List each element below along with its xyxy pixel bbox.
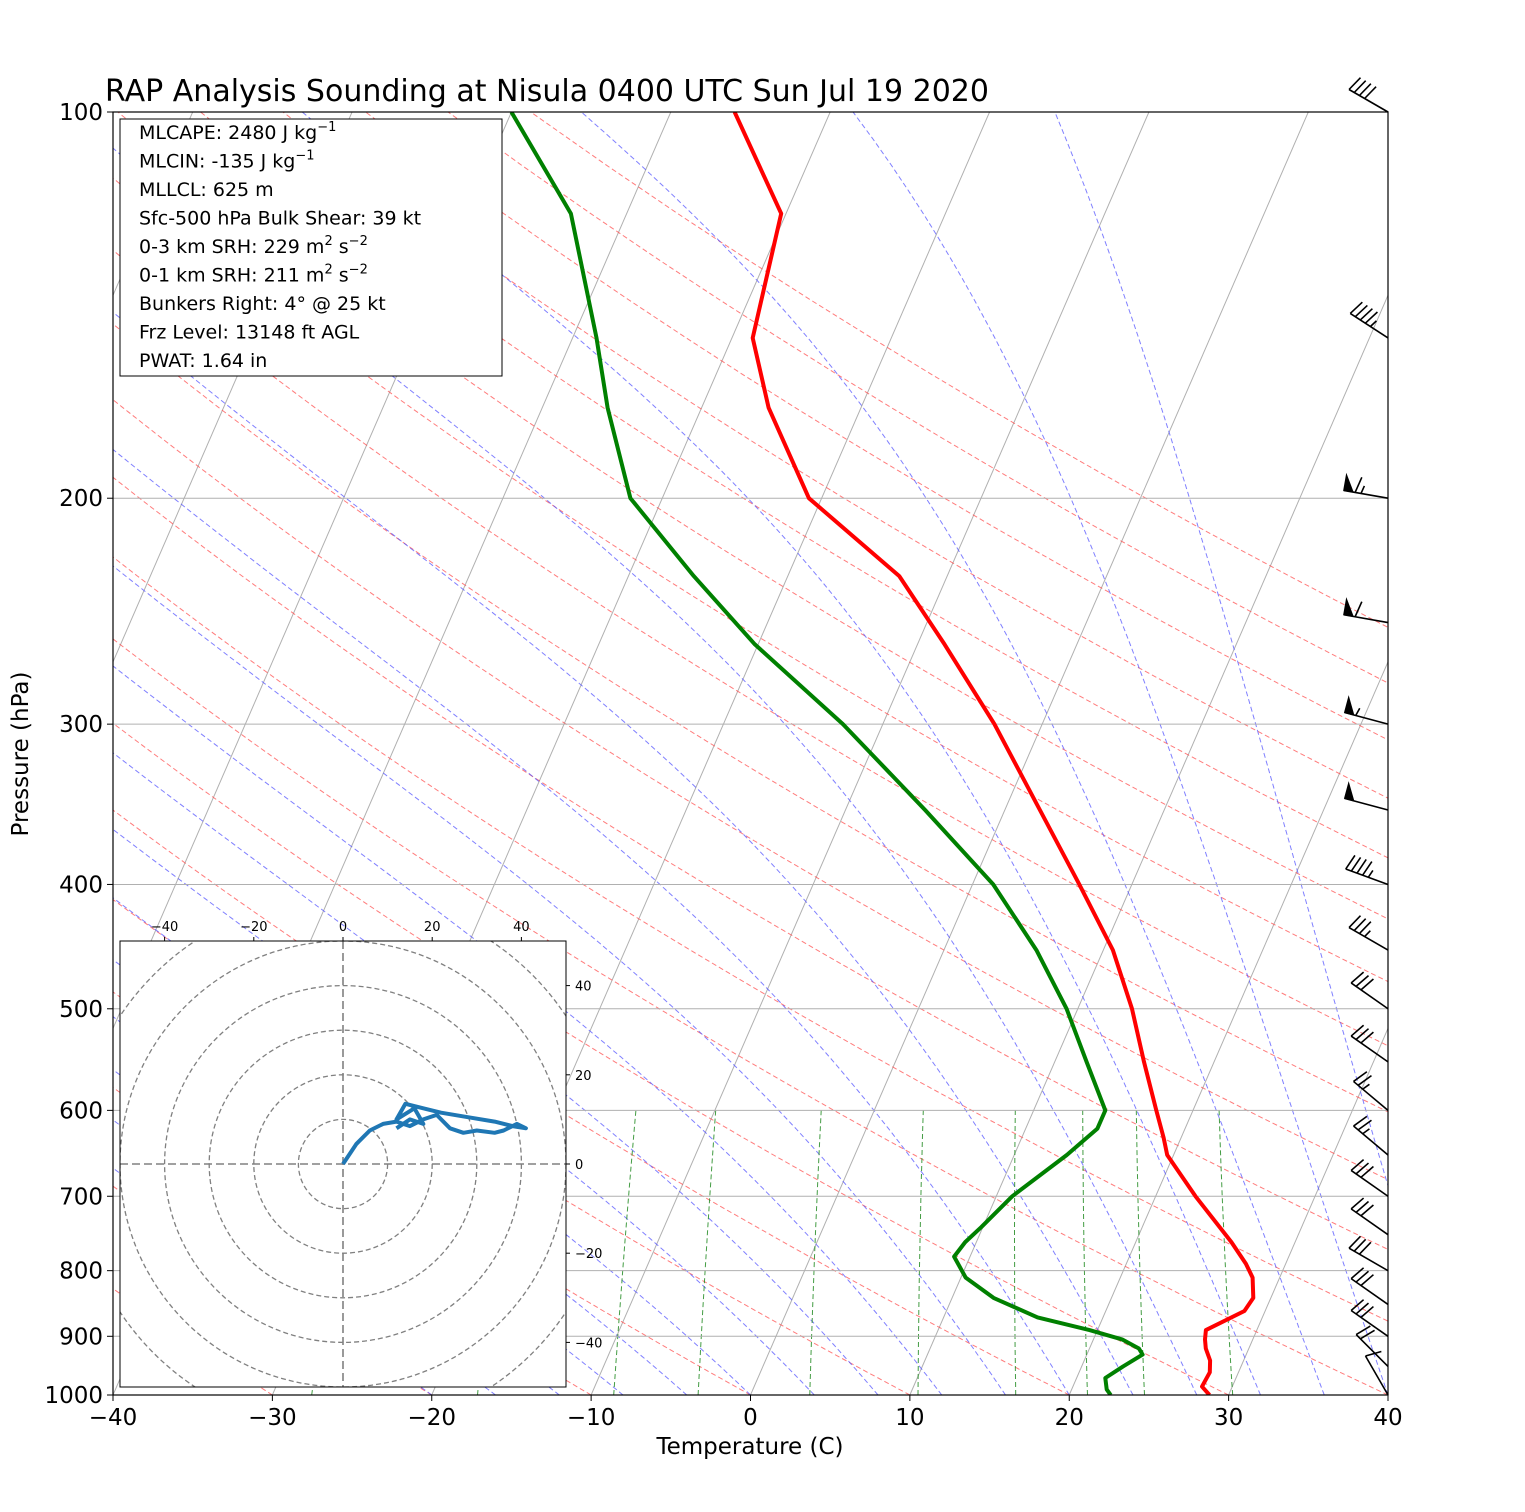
hodograph-y-tick-label: −20 (575, 1247, 602, 1262)
info-box-line: 0-1 km SRH: 211 m2 s−2 (139, 263, 368, 287)
info-box-line: 0-3 km SRH: 229 m2 s−2 (139, 234, 368, 258)
wind-barb (1351, 972, 1388, 1009)
wind-barb (1344, 475, 1388, 499)
wind-barb (1349, 78, 1388, 112)
hodograph-y-tick-label: 40 (575, 980, 592, 995)
wind-barb (1354, 1116, 1388, 1155)
dry-adiabat-line (531, 112, 1525, 1395)
hodograph-y-tick-label: 0 (575, 1158, 583, 1173)
x-tick-label: −20 (407, 1405, 456, 1431)
hodograph-x-tick-label: 20 (424, 920, 441, 935)
y-tick-label: 1000 (44, 1383, 103, 1409)
hodograph-x-tick-label: 40 (513, 920, 530, 935)
moist-adiabat-line (581, 112, 1324, 1395)
x-tick-label: −30 (248, 1405, 297, 1431)
y-tick-label: 800 (59, 1259, 103, 1285)
wind-barb (1366, 1351, 1389, 1395)
y-tick-label: 600 (59, 1098, 103, 1124)
mixing-ratio-line (918, 1110, 923, 1395)
x-tick-label: 10 (895, 1405, 924, 1431)
info-box-line: MLCAPE: 2480 J kg−1 (139, 120, 336, 144)
x-tick-label: 0 (743, 1405, 758, 1431)
info-box-line: MLLCL: 625 m (139, 179, 274, 201)
moist-adiabat-line (1055, 112, 1452, 1395)
x-tick-label: 20 (1055, 1405, 1084, 1431)
x-tick-label: 40 (1373, 1405, 1402, 1431)
chart-title: RAP Analysis Sounding at Nisula 0400 UTC… (105, 74, 989, 109)
hodograph-y-tick-label: 20 (575, 1069, 592, 1084)
y-tick-label: 200 (59, 486, 103, 512)
y-tick-label: 100 (59, 100, 103, 126)
hodograph: −40 −20 0 20 40 40 20 0 −20 −40 (75, 896, 610, 1431)
wind-barb (1351, 1268, 1388, 1305)
y-tick-label: 900 (59, 1324, 103, 1350)
hodograph-x-tick-label: 0 (339, 920, 347, 935)
y-tick-label: 700 (59, 1184, 103, 1210)
wind-barb (1346, 855, 1388, 884)
x-axis-label: Temperature (C) (655, 1434, 843, 1460)
hodograph-x-tick-label: −20 (240, 920, 267, 935)
wind-barb (1351, 1300, 1388, 1337)
info-box-line: Frz Level: 13148 ft AGL (139, 322, 360, 344)
isotherm-line (910, 112, 1468, 1395)
info-box-line: MLCIN: -135 J kg−1 (139, 149, 315, 173)
wind-barb (1354, 1072, 1388, 1111)
info-box: MLCAPE: 2480 J kg−1 MLCIN: -135 J kg−1 MLL… (120, 119, 502, 376)
y-tick-label: 300 (59, 712, 103, 738)
dry-adiabat-line (448, 112, 1525, 1395)
wind-barb (1349, 916, 1388, 950)
mixing-ratio-line (698, 1110, 716, 1395)
info-box-line: Bunkers Right: 4° @ 25 kt (139, 293, 386, 315)
wind-barb (1351, 1160, 1388, 1197)
y-axis-label: Pressure (hPa) (8, 672, 34, 837)
wind-barb (1349, 1236, 1388, 1270)
sounding-traces (511, 112, 1253, 1395)
isotherm-line (751, 112, 1309, 1395)
isotherm-line (1229, 112, 1525, 1395)
info-box-line: PWAT: 1.64 in (139, 350, 267, 372)
isotherm-line (1388, 112, 1525, 1395)
mixing-ratio-line (810, 1110, 821, 1395)
mixing-ratio-line (1083, 1110, 1088, 1395)
info-box-line: Sfc-500 hPa Bulk Shear: 39 kt (139, 208, 421, 230)
y-tick-label: 400 (59, 872, 103, 898)
x-tick-label: −10 (567, 1405, 616, 1431)
moist-adiabat-line (853, 112, 1388, 1395)
wind-barb (1351, 1198, 1388, 1235)
mixing-ratio-line (614, 1110, 636, 1395)
hodograph-y-tick-label: −40 (575, 1336, 602, 1351)
dewpoint-trace (511, 112, 1142, 1395)
wind-barb (1344, 599, 1388, 623)
mixing-ratio-line (1219, 1110, 1233, 1395)
x-tick-label: 30 (1214, 1405, 1243, 1431)
y-tick-label: 500 (59, 997, 103, 1023)
hodograph-x-tick-label: −40 (151, 920, 178, 935)
